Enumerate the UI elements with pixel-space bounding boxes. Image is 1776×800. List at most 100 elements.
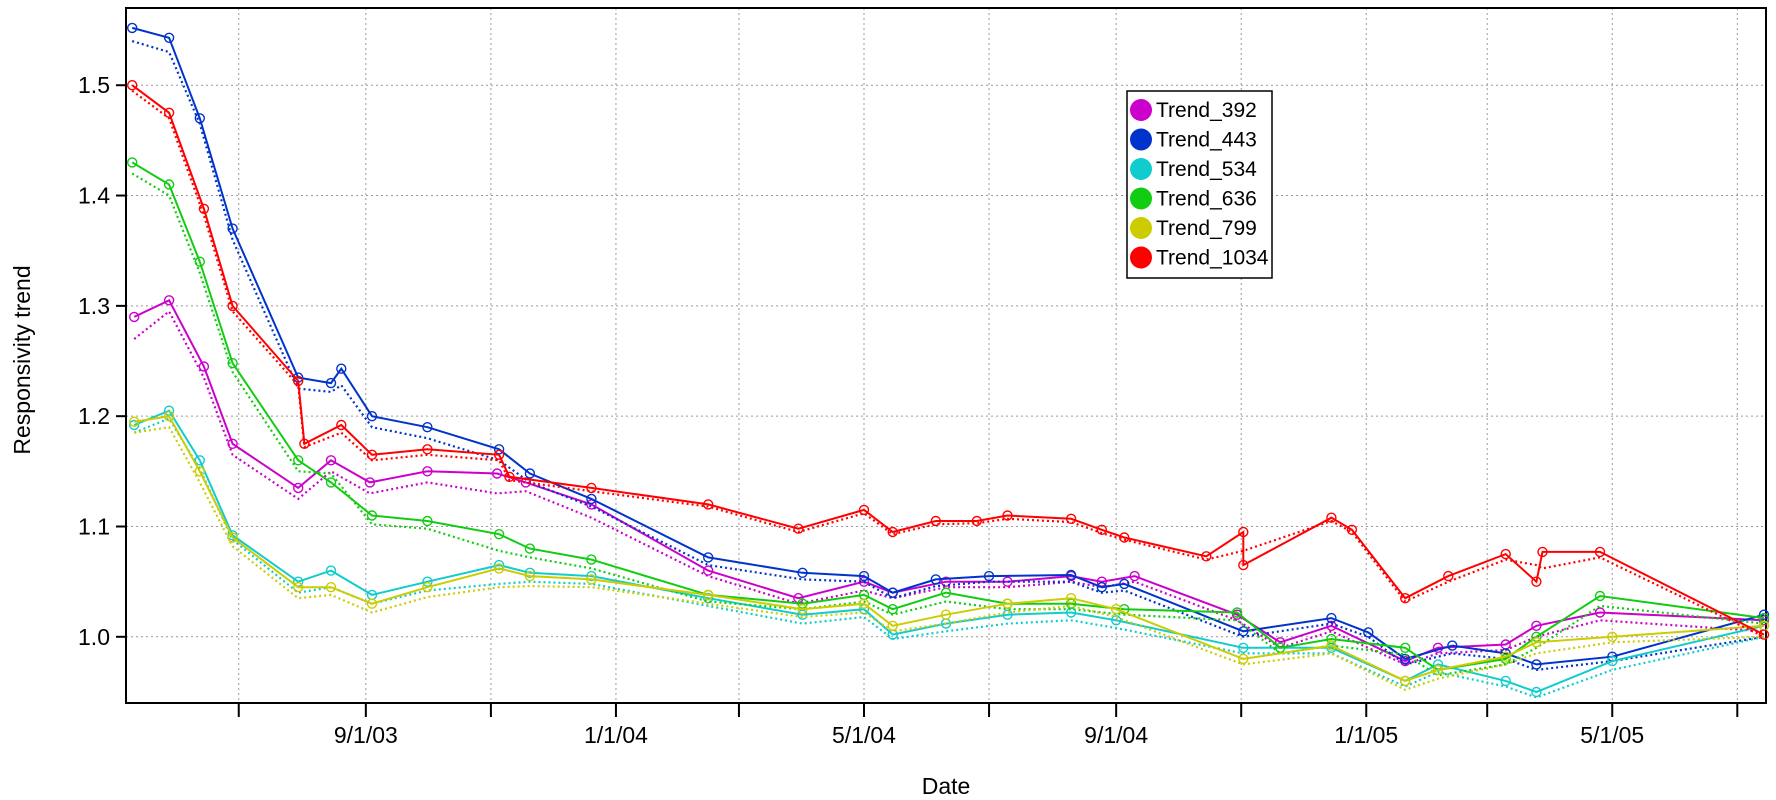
y-tick-label: 1.5 (78, 72, 110, 98)
data-point (524, 468, 536, 479)
data-point (493, 529, 505, 540)
trend-line (133, 417, 1765, 699)
data-point (1447, 640, 1458, 651)
data-point (1531, 637, 1542, 648)
data-point (336, 363, 347, 374)
y-tick-label: 1.1 (78, 513, 110, 539)
data-point (1758, 612, 1770, 624)
data-point (422, 515, 433, 527)
data-point (887, 587, 898, 598)
data-point (1443, 570, 1454, 582)
data-point (1238, 526, 1249, 538)
series-trend-799 (128, 411, 1770, 691)
y-axis: 1.0 1.1 1.2 1.3 1.4 1.5 (78, 72, 126, 650)
data-point (793, 523, 804, 534)
series-trend-443 (126, 22, 1770, 672)
data-point (325, 565, 337, 576)
data-point (858, 570, 870, 582)
data-point (198, 361, 210, 372)
legend-item: Trend_636 (1130, 187, 1257, 211)
data-point (703, 552, 714, 563)
data-point (126, 79, 138, 91)
data-point (1500, 548, 1511, 560)
data-point (1231, 607, 1243, 618)
data-point (366, 598, 378, 609)
legend: Trend_392 Trend_443 Trend_534 Trend_636 Tren… (1126, 90, 1273, 279)
data-point (493, 449, 505, 460)
data-point (293, 582, 304, 593)
data-point (1065, 513, 1077, 524)
data-point (940, 587, 952, 598)
data-point (163, 411, 175, 422)
data-point (227, 532, 238, 543)
data-point (194, 256, 206, 267)
y-tick-label: 1.4 (78, 183, 110, 209)
data-point (422, 582, 433, 593)
data-point (325, 582, 337, 593)
data-point (1326, 512, 1337, 523)
y-tick-label: 1.3 (78, 293, 110, 319)
data-point (1119, 532, 1130, 543)
data-point (586, 574, 597, 585)
data-point (1326, 612, 1337, 624)
data-point (1119, 578, 1130, 590)
data-point (1607, 631, 1618, 642)
data-point (1238, 653, 1249, 665)
legend-label: Trend_636 (1156, 188, 1257, 211)
data-point (1399, 593, 1411, 604)
series-line (133, 298, 1765, 663)
trend-line (131, 40, 1765, 672)
y-tick-label: 1.0 (78, 624, 110, 650)
data-point (1594, 546, 1606, 558)
data-point (293, 455, 304, 466)
data-point (1096, 524, 1108, 535)
data-point (325, 477, 337, 488)
data-point (325, 455, 337, 466)
legend-label: Trend_1034 (1156, 247, 1269, 270)
legend-swatch-marker (1130, 99, 1152, 121)
legend-box (1126, 90, 1273, 279)
data-point (491, 468, 503, 479)
x-axis-title: Date (922, 773, 971, 799)
data-point (126, 157, 138, 168)
x-tick-label: 5/1/05 (1580, 722, 1644, 748)
data-point (524, 570, 536, 582)
y-axis-title: Responsivity trend (9, 265, 35, 454)
data-point (227, 358, 238, 369)
data-point (493, 563, 505, 574)
legend-item: Trend_534 (1130, 158, 1257, 181)
data-point (366, 510, 378, 521)
data-point (940, 576, 952, 587)
series-line (131, 161, 1765, 671)
data-point (194, 455, 206, 466)
data-point (586, 570, 597, 582)
data-point (1531, 576, 1542, 587)
data-point (227, 438, 238, 449)
data-point (422, 422, 433, 433)
data-point (366, 411, 378, 422)
plot-border (125, 7, 1767, 704)
trend-line (131, 89, 1765, 638)
legend-swatch-marker (1130, 128, 1152, 151)
data-point (1110, 604, 1122, 615)
data-point (1399, 653, 1411, 665)
series-trend-1034 (126, 79, 1770, 640)
data-point (1238, 642, 1249, 653)
data-point (163, 295, 175, 306)
data-point (1065, 593, 1077, 604)
data-point (364, 477, 376, 488)
data-point (1201, 551, 1212, 562)
data-point (983, 570, 995, 582)
legend-item: Trend_392 (1130, 99, 1257, 122)
data-point (586, 482, 597, 494)
data-point (128, 311, 140, 323)
data-point (1238, 559, 1249, 571)
data-point (930, 574, 941, 585)
data-point (1432, 664, 1444, 676)
data-point (797, 604, 808, 615)
trend-line (131, 172, 1765, 677)
data-point (971, 515, 982, 527)
data-point (524, 543, 536, 554)
plot-frame (125, 7, 1767, 704)
data-point (163, 179, 175, 190)
